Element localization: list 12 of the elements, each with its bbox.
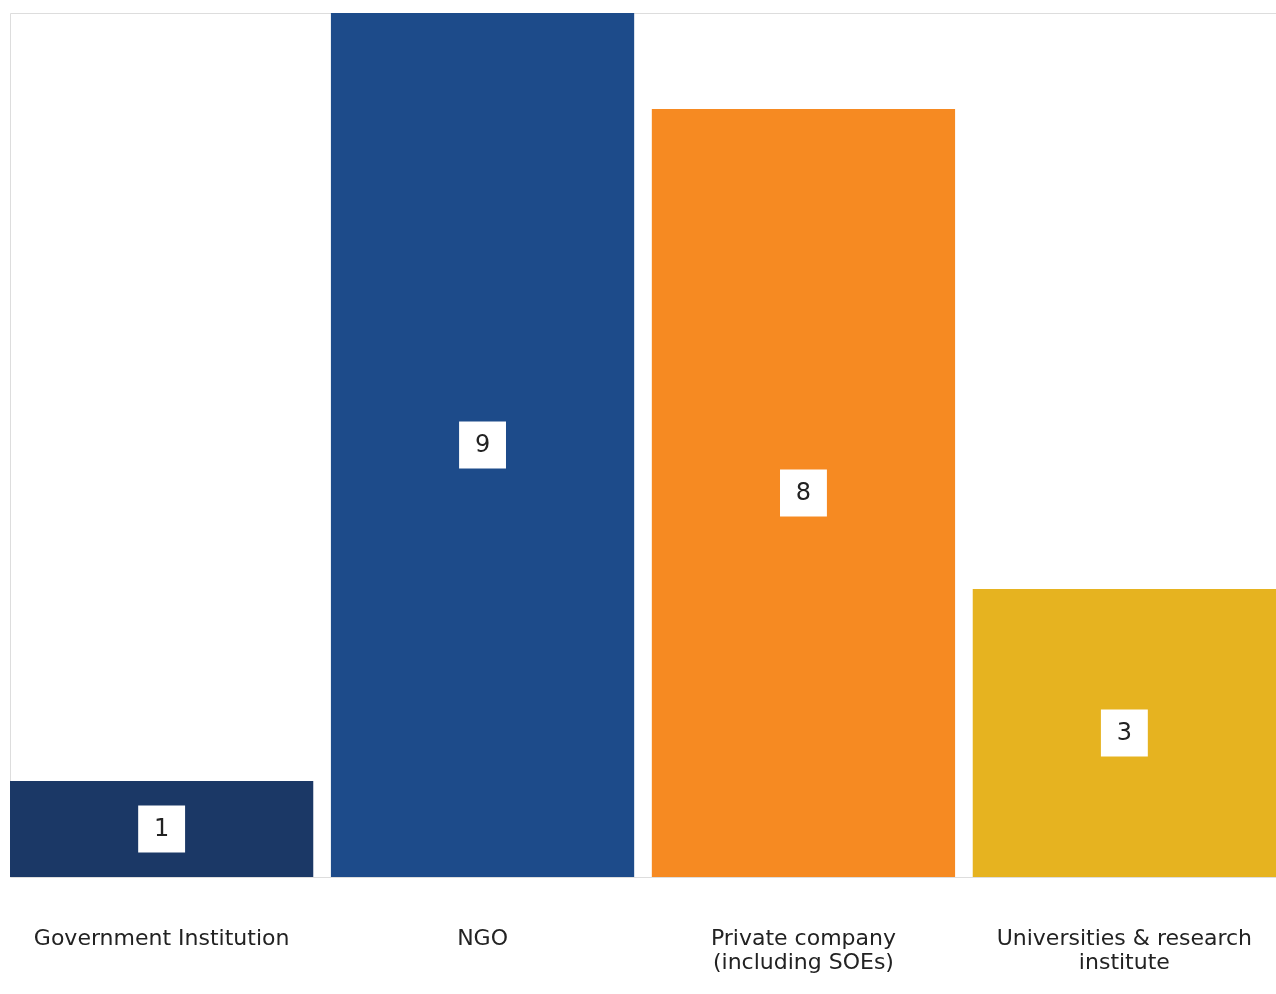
data-label: 9 [474,430,491,458]
x-tick-label: Government Institution [33,924,290,950]
x-tick-label: Private company (including SOEs) [710,924,896,974]
data-label: 3 [1116,718,1133,746]
bar [330,13,635,877]
bar [972,589,1276,877]
bar [10,781,314,877]
data-label: 8 [795,478,812,506]
bar [651,109,956,877]
x-tick-label: NGO [457,924,508,950]
data-label: 1 [153,814,170,842]
x-tick-label: Universities & research institute [996,924,1253,974]
